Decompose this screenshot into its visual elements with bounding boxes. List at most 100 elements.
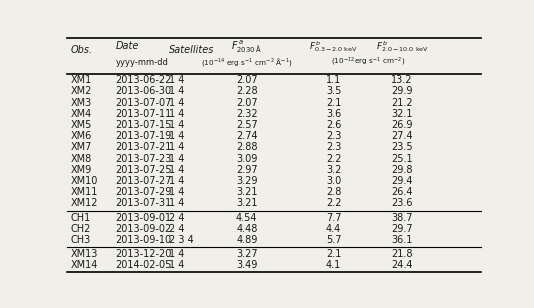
Text: 1 4: 1 4 [169,249,185,259]
Text: 3.2: 3.2 [326,165,341,175]
Text: 1 4: 1 4 [169,165,185,175]
Text: yyyy-mm-dd: yyyy-mm-dd [115,58,168,67]
Text: $F_{2.0-10.0\ \mathrm{keV}}^{\,b}$: $F_{2.0-10.0\ \mathrm{keV}}^{\,b}$ [375,39,428,54]
Text: 2013-07-27: 2013-07-27 [115,176,172,186]
Text: $(10^{-12}\mathrm{erg\ s^{-1}\ cm^{-2}})$: $(10^{-12}\mathrm{erg\ s^{-1}\ cm^{-2}})… [331,56,405,68]
Text: 2013-07-25: 2013-07-25 [115,165,172,175]
Text: CH2: CH2 [71,224,91,234]
Text: 3.21: 3.21 [236,198,257,209]
Text: 1 4: 1 4 [169,75,185,85]
Text: 3.27: 3.27 [236,249,257,259]
Text: 29.8: 29.8 [391,165,413,175]
Text: 2013-09-02: 2013-09-02 [115,224,172,234]
Text: 2.6: 2.6 [326,120,341,130]
Text: 1 4: 1 4 [169,198,185,209]
Text: XM9: XM9 [71,165,92,175]
Text: 3.5: 3.5 [326,87,341,96]
Text: 2013-06-22: 2013-06-22 [115,75,172,85]
Text: 2013-07-29: 2013-07-29 [115,187,172,197]
Text: 1 4: 1 4 [169,187,185,197]
Text: 2.2: 2.2 [326,154,341,164]
Text: 2013-07-23: 2013-07-23 [115,154,172,164]
Text: 4.1: 4.1 [326,260,341,270]
Text: 23.5: 23.5 [391,143,413,152]
Text: XM1: XM1 [71,75,92,85]
Text: 2 4: 2 4 [169,213,185,223]
Text: CH3: CH3 [71,235,91,245]
Text: 3.21: 3.21 [236,187,257,197]
Text: XM11: XM11 [71,187,98,197]
Text: 21.2: 21.2 [391,98,413,108]
Text: 24.4: 24.4 [391,260,413,270]
Text: 2.07: 2.07 [236,75,257,85]
Text: XM12: XM12 [71,198,98,209]
Text: 2.1: 2.1 [326,98,341,108]
Text: 2 4: 2 4 [169,224,185,234]
Text: 2.07: 2.07 [236,98,257,108]
Text: XM13: XM13 [71,249,98,259]
Text: 2013-07-11: 2013-07-11 [115,109,172,119]
Text: 38.7: 38.7 [391,213,413,223]
Text: XM14: XM14 [71,260,98,270]
Text: XM8: XM8 [71,154,92,164]
Text: 4.89: 4.89 [236,235,257,245]
Text: 2013-07-31: 2013-07-31 [115,198,172,209]
Text: 2.3: 2.3 [326,131,341,141]
Text: 21.8: 21.8 [391,249,413,259]
Text: XM5: XM5 [71,120,92,130]
Text: $F_{0.3-2.0\ \mathrm{keV}}^{\,b}$: $F_{0.3-2.0\ \mathrm{keV}}^{\,b}$ [309,39,358,54]
Text: 2013-09-01: 2013-09-01 [115,213,172,223]
Text: 2.28: 2.28 [236,87,257,96]
Text: 32.1: 32.1 [391,109,413,119]
Text: 2.57: 2.57 [236,120,257,130]
Text: CH1: CH1 [71,213,91,223]
Text: 1 4: 1 4 [169,154,185,164]
Text: $F_{2030\,\mathrm{\AA}}^{\,a}$: $F_{2030\,\mathrm{\AA}}^{\,a}$ [231,38,262,55]
Text: 1 4: 1 4 [169,98,185,108]
Text: 25.1: 25.1 [391,154,413,164]
Text: Date: Date [115,42,139,51]
Text: 3.6: 3.6 [326,109,341,119]
Text: 1.1: 1.1 [326,75,341,85]
Text: 2.97: 2.97 [236,165,257,175]
Text: 1 4: 1 4 [169,87,185,96]
Text: 2 3 4: 2 3 4 [169,235,194,245]
Text: XM7: XM7 [71,143,92,152]
Text: 2013-07-07: 2013-07-07 [115,98,172,108]
Text: 2.3: 2.3 [326,143,341,152]
Text: 4.4: 4.4 [326,224,341,234]
Text: XM10: XM10 [71,176,98,186]
Text: 3.09: 3.09 [236,154,257,164]
Text: 27.4: 27.4 [391,131,413,141]
Text: 26.9: 26.9 [391,120,413,130]
Text: 1 4: 1 4 [169,143,185,152]
Text: 2.88: 2.88 [236,143,257,152]
Text: 3.0: 3.0 [326,176,341,186]
Text: 2013-07-21: 2013-07-21 [115,143,172,152]
Text: 2014-02-05: 2014-02-05 [115,260,172,270]
Text: 7.7: 7.7 [326,213,341,223]
Text: Obs.: Obs. [71,45,93,55]
Text: 29.4: 29.4 [391,176,413,186]
Text: 2.1: 2.1 [326,249,341,259]
Text: 26.4: 26.4 [391,187,413,197]
Text: XM3: XM3 [71,98,92,108]
Text: 1 4: 1 4 [169,260,185,270]
Text: 1 4: 1 4 [169,176,185,186]
Text: 2013-07-19: 2013-07-19 [115,131,172,141]
Text: 1 4: 1 4 [169,131,185,141]
Text: 2.32: 2.32 [236,109,257,119]
Text: 5.7: 5.7 [326,235,341,245]
Text: 4.48: 4.48 [236,224,257,234]
Text: 2013-07-15: 2013-07-15 [115,120,172,130]
Text: 2.74: 2.74 [236,131,257,141]
Text: 2.8: 2.8 [326,187,341,197]
Text: XM6: XM6 [71,131,92,141]
Text: 23.6: 23.6 [391,198,413,209]
Text: XM4: XM4 [71,109,92,119]
Text: 2.2: 2.2 [326,198,341,209]
Text: 2013-12-20: 2013-12-20 [115,249,172,259]
Text: 1 4: 1 4 [169,109,185,119]
Text: 4.54: 4.54 [236,213,257,223]
Text: 29.7: 29.7 [391,224,413,234]
